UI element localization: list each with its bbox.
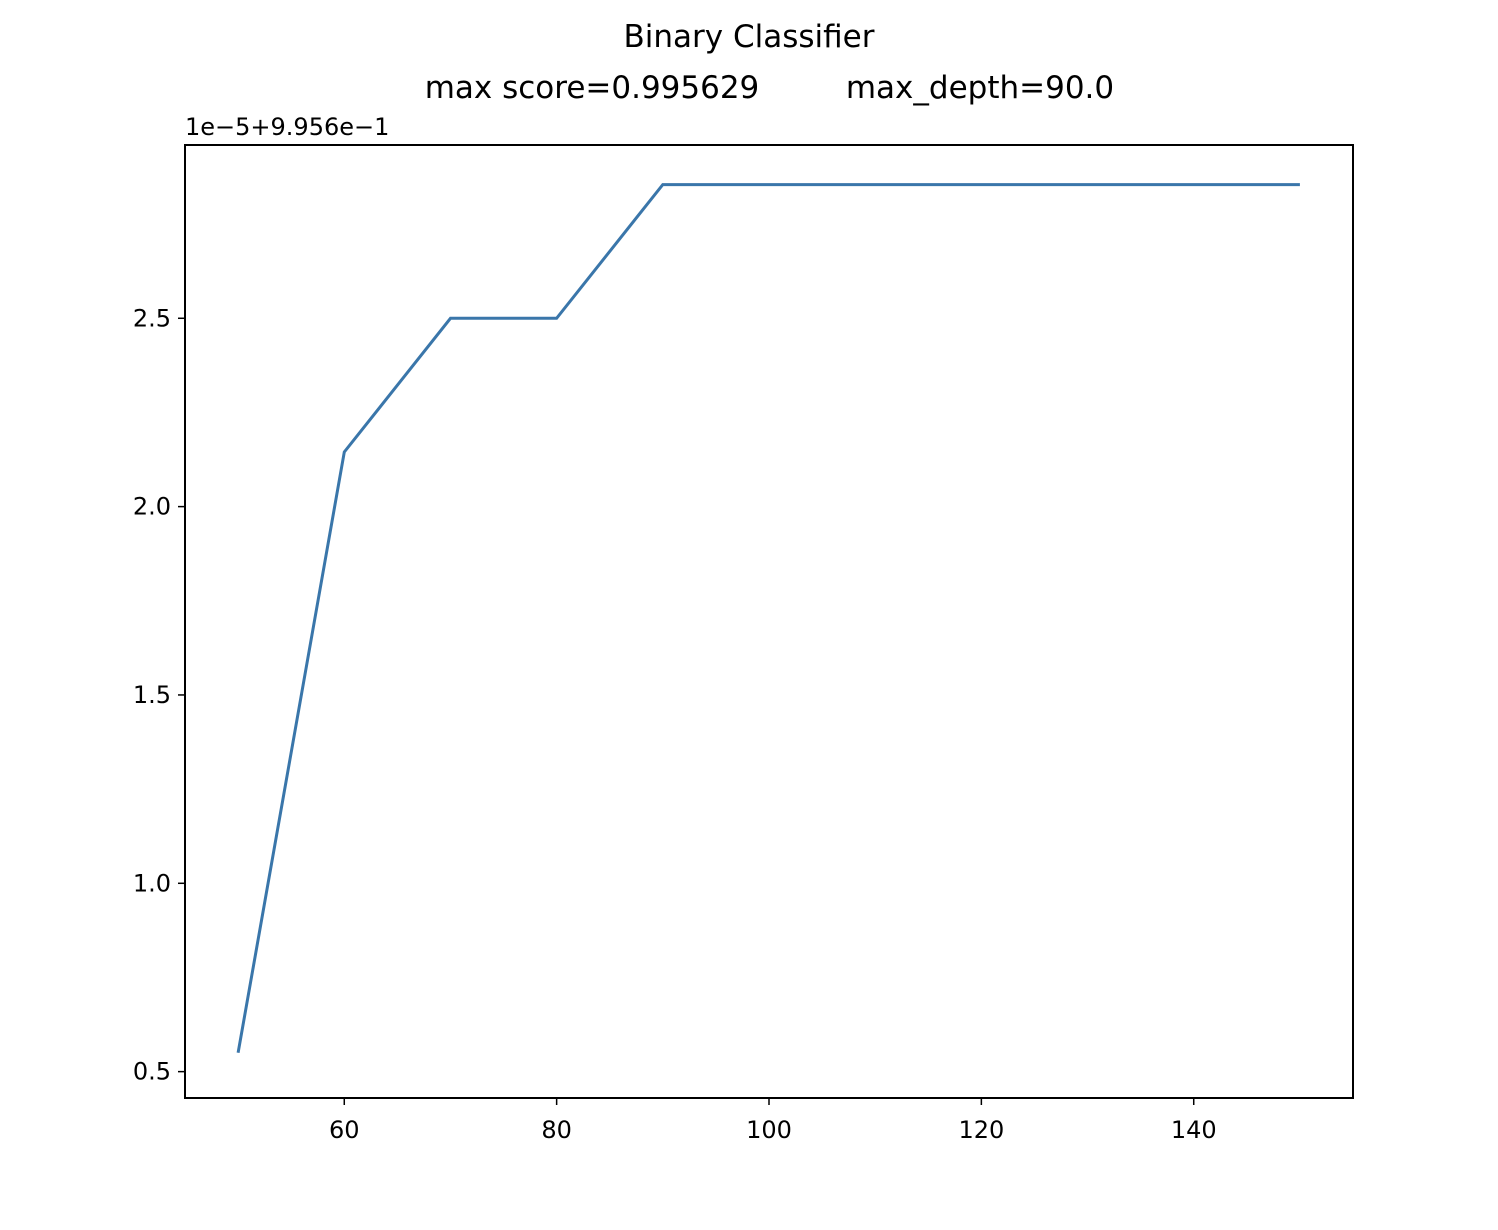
x-tick-label: 120 <box>958 1116 1004 1144</box>
plot-area <box>236 183 1300 1054</box>
series-line-0 <box>236 183 1300 1054</box>
x-axis: 60 80 100 120 140 <box>329 1098 1217 1144</box>
y-axis: 0.5 1.0 1.5 2.0 2.5 <box>133 304 185 1086</box>
chart-subtitle-max-depth: max_depth=90.0 <box>846 70 1114 106</box>
chart-subtitle-max-score: max score=0.995629 <box>425 70 760 106</box>
y-tick-label: 1.5 <box>133 681 171 709</box>
y-tick-label: 0.5 <box>133 1058 171 1086</box>
x-tick-label: 140 <box>1171 1116 1217 1144</box>
y-tick-label: 2.5 <box>133 304 171 332</box>
x-tick-label: 80 <box>541 1116 572 1144</box>
y-tick-label: 2.0 <box>133 493 171 521</box>
y-axis-offset-label: 1e−5+9.956e−1 <box>185 113 389 141</box>
chart-title: Binary Classifier <box>624 19 875 55</box>
x-tick-label: 100 <box>746 1116 792 1144</box>
x-tick-label: 60 <box>329 1116 360 1144</box>
axes-frame <box>184 144 1354 1099</box>
y-tick-label: 1.0 <box>133 869 171 897</box>
